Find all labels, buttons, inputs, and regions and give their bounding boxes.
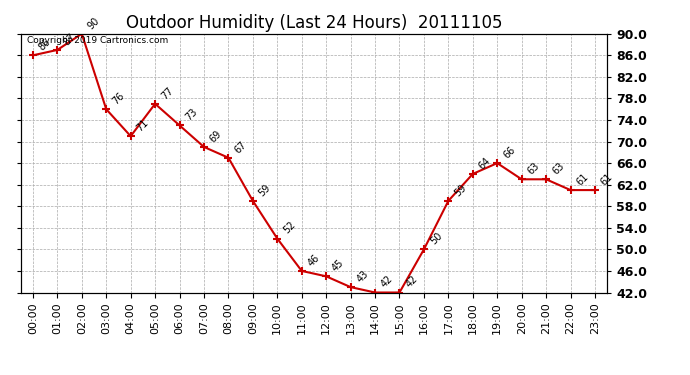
- Text: 73: 73: [184, 107, 199, 123]
- Text: 63: 63: [550, 161, 566, 177]
- Text: 61: 61: [575, 172, 591, 187]
- Text: 45: 45: [331, 258, 346, 273]
- Text: 67: 67: [233, 139, 248, 155]
- Text: 50: 50: [428, 231, 444, 247]
- Text: 59: 59: [257, 182, 273, 198]
- Text: 86: 86: [37, 37, 53, 52]
- Text: 63: 63: [526, 161, 542, 177]
- Text: 42: 42: [404, 274, 420, 290]
- Text: 64: 64: [477, 155, 493, 171]
- Text: 46: 46: [306, 252, 322, 268]
- Text: 69: 69: [208, 129, 224, 144]
- Text: 71: 71: [135, 118, 150, 134]
- Text: 76: 76: [110, 91, 126, 106]
- Title: Outdoor Humidity (Last 24 Hours)  20111105: Outdoor Humidity (Last 24 Hours) 2011110…: [126, 14, 502, 32]
- Text: Copyright 2019 Cartronics.com: Copyright 2019 Cartronics.com: [26, 36, 168, 45]
- Text: 61: 61: [599, 172, 615, 187]
- Text: 59: 59: [453, 182, 469, 198]
- Text: 87: 87: [61, 32, 77, 47]
- Text: 43: 43: [355, 268, 371, 284]
- Text: 77: 77: [159, 85, 175, 101]
- Text: 66: 66: [502, 145, 517, 160]
- Text: 42: 42: [380, 274, 395, 290]
- Text: 52: 52: [282, 220, 297, 236]
- Text: 90: 90: [86, 15, 101, 31]
